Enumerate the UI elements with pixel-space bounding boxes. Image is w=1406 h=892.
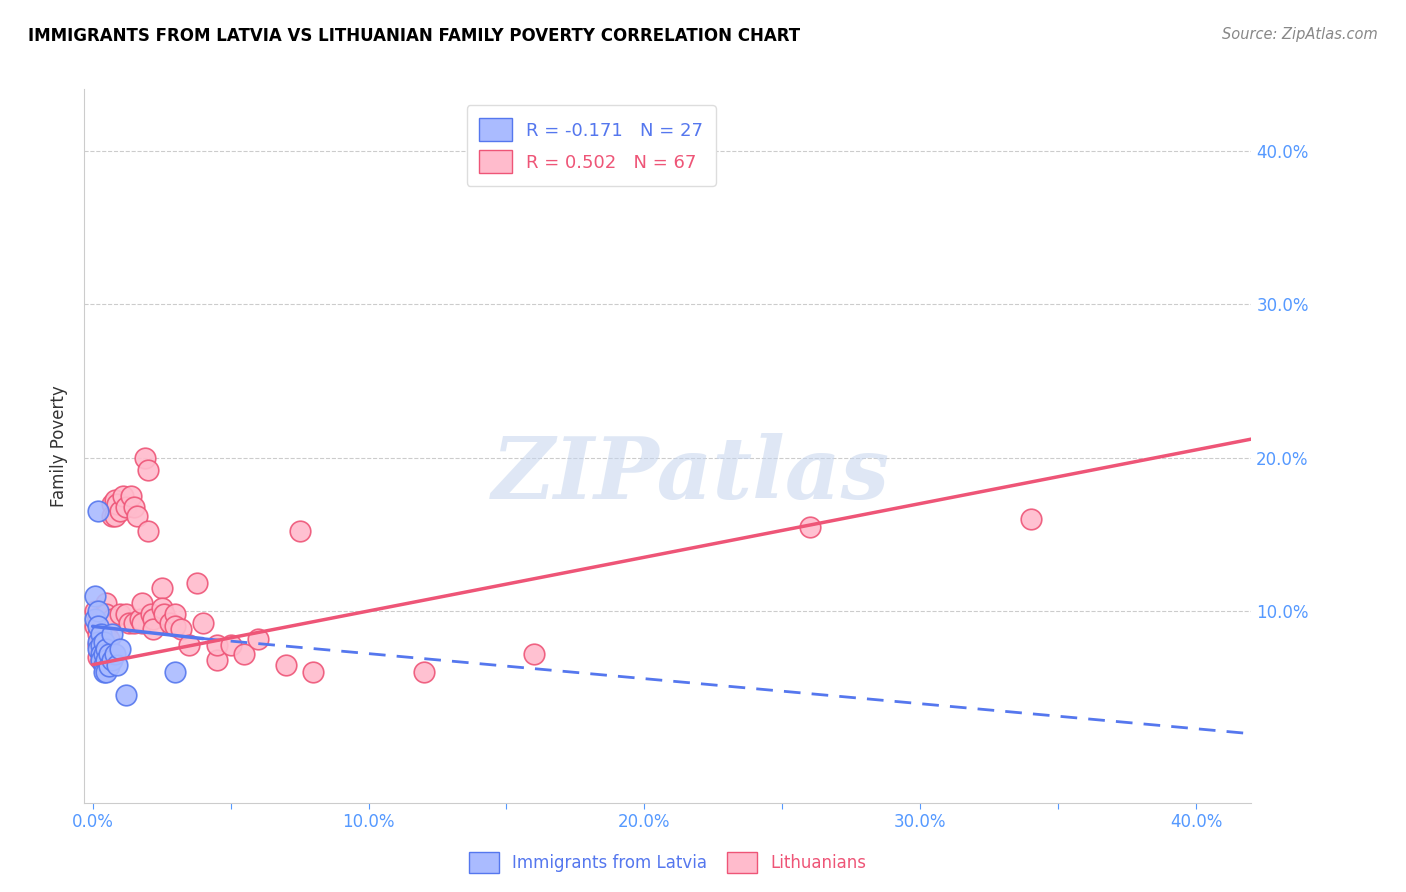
Point (302, 665, 325, 680)
Point (233, 647, 256, 661)
Point (274, 657, 297, 672)
Y-axis label: Family Poverty: Family Poverty (51, 385, 69, 507)
Point (101, 653, 124, 667)
Point (186, 576, 208, 591)
Point (90, 638, 112, 652)
Point (90, 653, 112, 667)
Point (150, 601, 173, 615)
Point (87, 650, 110, 665)
Point (93, 665, 115, 680)
Point (111, 489, 134, 503)
Point (219, 638, 242, 652)
Point (122, 616, 145, 631)
Point (98, 647, 121, 661)
Text: ZIPatlas: ZIPatlas (492, 433, 890, 516)
Point (107, 497, 129, 511)
Point (87, 612, 110, 626)
Point (101, 497, 124, 511)
Point (128, 612, 150, 626)
Point (90, 627, 112, 641)
Text: IMMIGRANTS FROM LATVIA VS LITHUANIAN FAMILY POVERTY CORRELATION CHART: IMMIGRANTS FROM LATVIA VS LITHUANIAN FAM… (28, 27, 800, 45)
Point (165, 665, 187, 680)
Point (101, 508, 124, 523)
Point (134, 450, 156, 465)
Point (159, 616, 181, 631)
Point (87, 627, 110, 641)
Point (93, 619, 115, 633)
Point (110, 642, 132, 657)
Point (101, 612, 124, 626)
Point (90, 623, 112, 637)
Point (150, 581, 173, 595)
Point (142, 623, 165, 637)
Point (139, 607, 162, 621)
Point (87, 619, 110, 633)
Point (96, 607, 118, 621)
Point (96, 623, 118, 637)
Point (90, 638, 112, 652)
Point (90, 612, 112, 626)
Point (98, 616, 121, 631)
Text: Source: ZipAtlas.com: Source: ZipAtlas.com (1222, 27, 1378, 42)
Point (131, 596, 153, 610)
Point (101, 627, 124, 641)
Point (205, 653, 228, 667)
Point (93, 657, 115, 672)
Point (288, 524, 311, 538)
Point (170, 623, 193, 637)
Point (117, 616, 139, 631)
Point (412, 665, 434, 680)
Point (165, 619, 187, 633)
Point (98, 632, 121, 646)
Point (136, 463, 159, 477)
Point (96, 653, 118, 667)
Point (122, 500, 145, 514)
Point (87, 638, 110, 652)
Point (114, 500, 136, 514)
Point (1019, 512, 1042, 526)
Point (104, 508, 127, 523)
Point (205, 638, 228, 652)
Point (114, 607, 136, 621)
Point (191, 616, 214, 631)
Point (131, 616, 153, 631)
Point (104, 493, 127, 508)
Point (142, 612, 165, 626)
Point (87, 504, 110, 518)
Point (120, 489, 142, 503)
Point (90, 653, 112, 667)
Point (93, 647, 115, 661)
Point (107, 657, 129, 672)
Point (247, 632, 270, 646)
Point (96, 632, 118, 646)
Point (153, 607, 176, 621)
Point (87, 634, 110, 648)
Point (84, 619, 107, 633)
Point (136, 524, 159, 538)
Point (93, 657, 115, 672)
Point (114, 689, 136, 703)
Point (93, 634, 115, 648)
Point (125, 508, 148, 523)
Point (84, 612, 107, 626)
Point (179, 638, 201, 652)
Point (84, 589, 107, 603)
Point (93, 647, 115, 661)
Point (87, 604, 110, 618)
Point (799, 519, 821, 533)
Point (104, 647, 127, 661)
Point (96, 642, 118, 657)
Point (98, 659, 121, 673)
Point (523, 647, 546, 661)
Point (110, 607, 132, 621)
Point (110, 504, 132, 518)
Legend: Immigrants from Latvia, Lithuanians: Immigrants from Latvia, Lithuanians (463, 846, 873, 880)
Point (90, 647, 112, 661)
Point (84, 604, 107, 618)
Point (96, 665, 118, 680)
Point (96, 596, 118, 610)
Point (87, 642, 110, 657)
Point (93, 632, 115, 646)
Point (165, 607, 187, 621)
